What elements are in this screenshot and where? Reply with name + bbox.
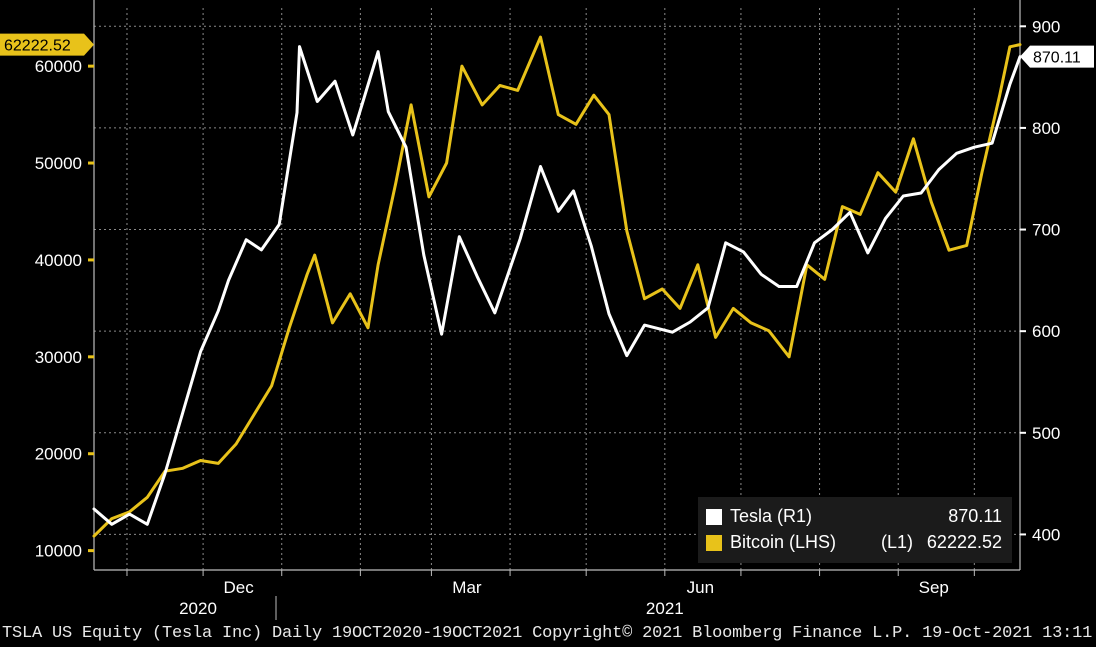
series-line-tesla — [92, 45, 1022, 526]
left-tick-label: 50000 — [35, 154, 82, 173]
right-tick-label: 700 — [1032, 221, 1060, 240]
left-tick-label: 30000 — [35, 348, 82, 367]
x-year-label: 2021 — [646, 599, 684, 618]
x-year-label: 2020 — [179, 599, 217, 618]
left-axis-ticks: 10000 20000 30000 40000 50000 60000 — [35, 57, 94, 561]
legend-swatch-bitcoin — [706, 535, 722, 551]
legend-swatch-tesla — [706, 509, 722, 525]
right-tick-label: 500 — [1032, 424, 1060, 443]
right-tick-label: 400 — [1032, 525, 1060, 544]
left-tick-label: 60000 — [35, 57, 82, 76]
x-tick-label: Jun — [687, 578, 714, 597]
grid-lines — [94, 8, 1020, 570]
legend-row-bitcoin: Bitcoin (LHS) (L1) 62222.52 — [706, 532, 1002, 556]
last-value-flags: 62222.52 870.11 — [0, 33, 1094, 68]
legend-label-bitcoin: Bitcoin (LHS) — [730, 532, 837, 552]
legend-axis-bitcoin: (L1) — [881, 532, 914, 552]
right-axis-ticks: 400 500 600 700 800 900 — [1020, 17, 1060, 544]
right-tick-label: 800 — [1032, 119, 1060, 138]
series-lines — [92, 35, 1022, 538]
chart-footer: TSLA US Equity (Tesla Inc) Daily 19OCT20… — [2, 624, 1096, 643]
left-tick-label: 20000 — [35, 445, 82, 464]
left-axis-flag-label: 62222.52 — [4, 38, 71, 55]
legend-value-bitcoin: 62222.52 — [926, 532, 1002, 552]
x-axis-ticks: Dec Mar Jun Sep 2020 2021 — [126, 570, 975, 618]
legend-value-tesla: 870.11 — [948, 506, 1002, 526]
left-axis-flag — [0, 33, 94, 56]
right-tick-label: 900 — [1032, 17, 1060, 36]
right-axis-flag-label: 870.11 — [1033, 50, 1081, 67]
left-tick-label: 40000 — [35, 251, 82, 270]
series-line-bitcoin — [92, 35, 1022, 538]
x-tick-label: Dec — [223, 578, 254, 597]
right-tick-label: 600 — [1032, 322, 1060, 341]
chart-axes — [93, 0, 1021, 620]
right-axis-flag — [1020, 45, 1094, 68]
left-tick-label: 10000 — [35, 542, 82, 561]
legend: Tesla (R1) 870.11 Bitcoin (LHS) (L1) 622… — [698, 497, 1012, 563]
legend-row-tesla: Tesla (R1) 870.11 — [706, 506, 1002, 530]
x-tick-label: Mar — [452, 578, 482, 597]
legend-label-tesla: Tesla (R1) — [730, 506, 813, 526]
x-tick-label: Sep — [919, 578, 949, 597]
